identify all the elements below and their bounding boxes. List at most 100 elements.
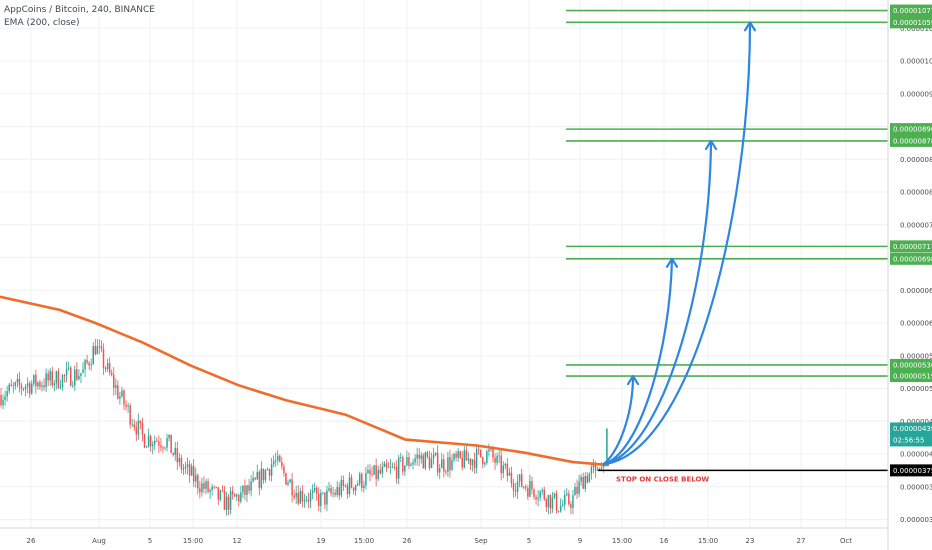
- candle-body: [113, 374, 115, 388]
- candle-body: [340, 479, 343, 496]
- candle-body: [531, 481, 533, 490]
- candle-body: [494, 457, 496, 463]
- candle-body: [102, 348, 105, 368]
- candle-body: [568, 493, 570, 505]
- candle-body: [514, 490, 517, 492]
- arrow-head-icon: [626, 374, 640, 386]
- candle-body: [283, 466, 285, 473]
- candle-body: [477, 449, 480, 450]
- candle-body: [10, 384, 12, 387]
- legend-title: AppCoins / Bitcoin, 240, BINANCE: [4, 5, 155, 15]
- candle-body: [418, 454, 420, 459]
- candle-body: [525, 486, 527, 489]
- candle-body: [37, 382, 39, 387]
- candle-body: [395, 466, 398, 479]
- stop-price-label: [890, 464, 932, 477]
- candle-body: [205, 481, 207, 489]
- projection-arrow: [602, 140, 713, 466]
- time-tick-label: 26: [27, 537, 36, 545]
- candle-body: [467, 458, 470, 461]
- candle-body: [43, 385, 45, 388]
- candle-body: [33, 374, 35, 384]
- candle-body: [561, 504, 564, 506]
- candle-body: [28, 383, 31, 394]
- candle-body: [94, 346, 97, 355]
- candle-body: [272, 460, 275, 465]
- candle-body: [35, 374, 37, 387]
- candle-body: [441, 459, 443, 469]
- candle-body: [53, 383, 56, 386]
- candle-body: [506, 463, 509, 476]
- candle-body: [260, 468, 263, 488]
- candle-body: [387, 467, 390, 469]
- candle-body: [430, 458, 433, 469]
- candle-body: [195, 475, 197, 482]
- time-tick-label: 27: [797, 537, 806, 545]
- candle-body: [293, 495, 295, 498]
- time-tick-label: 12: [233, 537, 242, 545]
- candle-body: [594, 464, 597, 471]
- time-axis: 26 Aug 5 15:00 12 19 15:00 26 Sep 5 9 15:00 16 15:00 2…: [27, 537, 853, 545]
- arrow-head-icon: [665, 257, 679, 268]
- candle-body: [115, 385, 117, 388]
- candle-body: [65, 368, 68, 376]
- candle-body: [170, 434, 172, 454]
- candle-body: [586, 475, 589, 483]
- candle-body: [557, 510, 560, 512]
- candle-body: [482, 456, 484, 465]
- candle-body: [527, 488, 529, 497]
- time-tick-label: 9: [578, 537, 582, 545]
- current-price-label: [890, 422, 932, 447]
- candle-body: [344, 485, 347, 487]
- candle-body: [270, 464, 273, 476]
- candle-body: [479, 449, 482, 457]
- price-tick-label: 0.00000950: [900, 90, 932, 98]
- candle-body: [432, 454, 435, 459]
- candle-body: [496, 455, 498, 463]
- candle-body: [367, 469, 369, 474]
- target-price-label: [890, 4, 932, 17]
- target-price-text: 0.00001059: [893, 19, 932, 27]
- candle-body: [119, 396, 121, 399]
- candle-body: [465, 450, 468, 461]
- candle-body: [151, 444, 154, 447]
- time-tick-label: 5: [527, 537, 531, 545]
- target-price-text: 0.00000698: [893, 255, 932, 263]
- candle-body: [262, 468, 265, 481]
- candle-body: [510, 472, 513, 484]
- candle-body: [555, 493, 558, 511]
- candle-body: [149, 436, 152, 447]
- candle-body: [473, 459, 476, 468]
- price-tick-label: 0.00001050: [900, 25, 932, 33]
- candle-body: [342, 479, 345, 486]
- candle-body: [51, 371, 53, 386]
- candle-body: [516, 481, 519, 492]
- candle-body: [86, 360, 88, 363]
- candle-body: [217, 487, 220, 500]
- candle-body: [475, 449, 478, 468]
- candle-body: [588, 473, 591, 483]
- candle-body: [414, 458, 416, 463]
- price-tick-label: 0.00000850: [900, 156, 932, 164]
- candle-body: [67, 367, 70, 369]
- candle-body: [92, 346, 94, 365]
- candle-body: [436, 452, 439, 473]
- projection-arrow: [602, 376, 635, 466]
- price-labels: 0.00001077 0.00001059 0.00000896 0.00000878…: [890, 4, 932, 477]
- candle-body: [512, 483, 515, 491]
- candle-body: [182, 468, 185, 470]
- candle-body: [539, 491, 541, 498]
- candle-body: [457, 451, 459, 458]
- arrow-head-icon: [704, 139, 718, 151]
- candle-body: [324, 492, 326, 505]
- price-tick-label: 0.00000350: [900, 483, 932, 491]
- time-tick-label: 15:00: [698, 537, 718, 545]
- price-tick-label: 0.00000600: [900, 320, 932, 328]
- candle-body: [428, 456, 431, 469]
- candle-body: [309, 493, 312, 502]
- arrow-head-icon: [743, 21, 757, 32]
- candle-body: [244, 485, 246, 495]
- price-tick-label: 0.00000800: [900, 189, 932, 197]
- candle-body: [14, 382, 17, 386]
